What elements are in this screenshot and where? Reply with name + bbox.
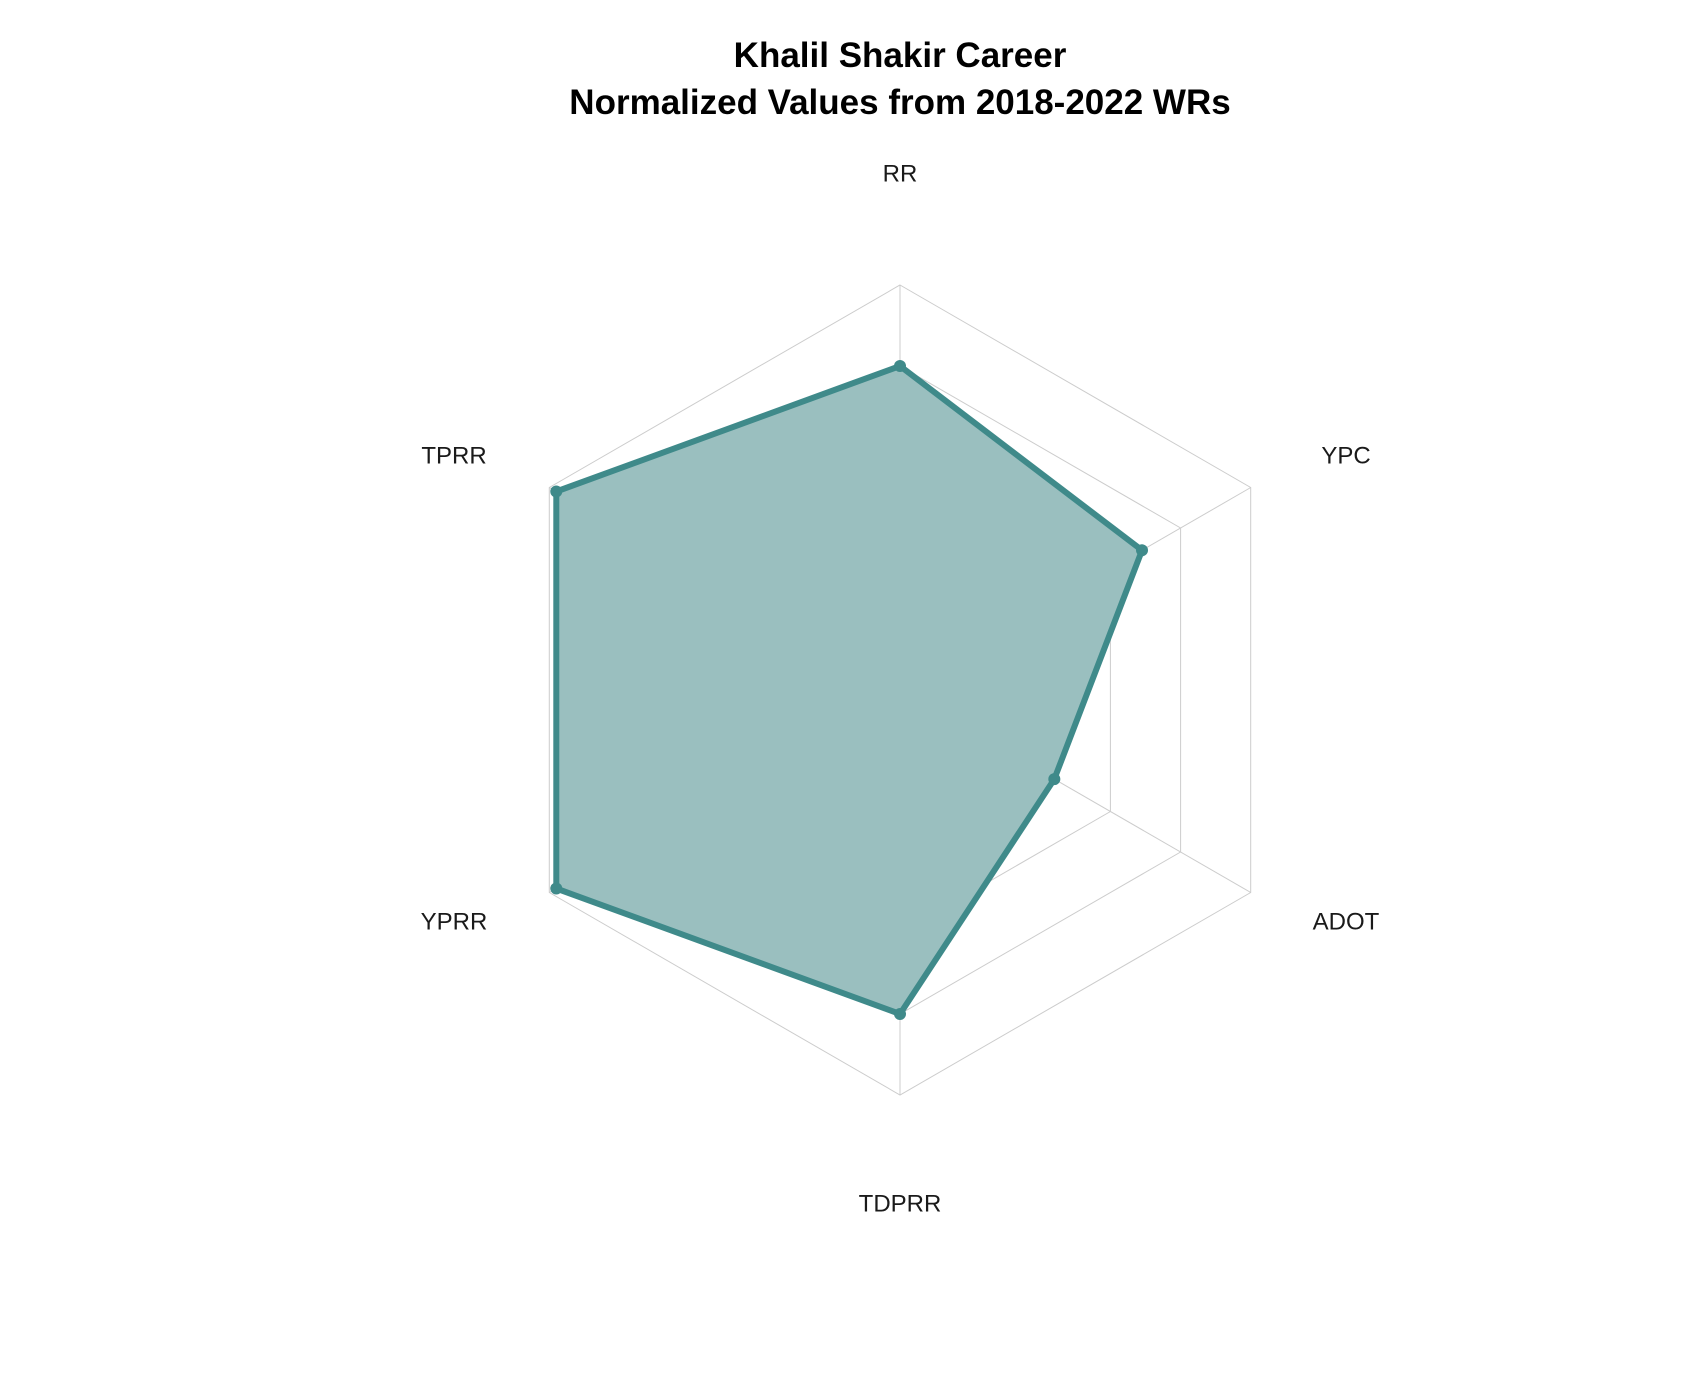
axis-label-tprr: TPRR: [421, 442, 486, 469]
axis-labels: RR YPC ADOT TDPRR YPRR TPRR: [421, 160, 1380, 1217]
axis-label-rr: RR: [883, 160, 918, 187]
point-rr: [894, 360, 906, 372]
axis-label-tdprr: TDPRR: [859, 1190, 942, 1217]
radar-data: [550, 360, 1149, 1020]
axis-label-ypc: YPC: [1321, 442, 1370, 469]
point-tprr: [550, 485, 563, 498]
axis-label-yprr: YPRR: [421, 908, 488, 935]
series-fill: [556, 366, 1142, 1014]
point-yprr: [550, 882, 563, 895]
chart-title-line-2: Normalized Values from 2018-2022 WRs: [569, 83, 1231, 122]
point-adot: [1048, 773, 1061, 786]
point-ypc: [1136, 544, 1149, 557]
chart-title-line-1: Khalil Shakir Career: [733, 36, 1067, 75]
axis-label-adot: ADOT: [1313, 908, 1380, 935]
point-tdprr: [894, 1008, 906, 1020]
